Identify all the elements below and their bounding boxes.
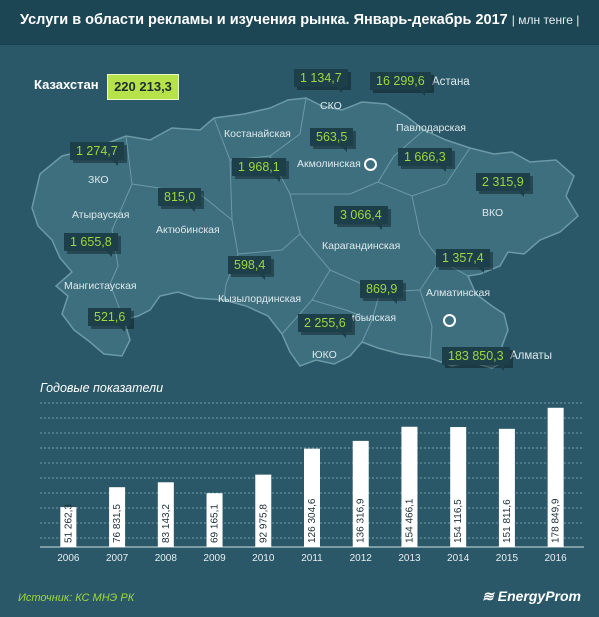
region-label-atyrau: Атырауская: [72, 209, 130, 221]
bar-2012: [352, 440, 369, 547]
region-value-vko: 2 315,9: [476, 173, 530, 197]
x-tick-label: 2012: [350, 553, 373, 564]
bar-value-label: 178 849,9: [551, 498, 562, 543]
bar-2014: [450, 427, 467, 547]
region-label-aktobe: Актюбинская: [156, 224, 220, 236]
region-value-yuko: 2 255,6: [298, 314, 352, 338]
region-value-karaganda: 3 066,4: [334, 206, 388, 230]
bar-value-label: 154 116,5: [453, 499, 464, 543]
map: ЗКО 1 274,7 Атырауская 1 655,8 Мангистау…: [0, 44, 599, 379]
x-tick-label: 2013: [398, 553, 421, 564]
x-tick-label: 2016: [545, 553, 568, 564]
region-value-zko: 1 274,7: [70, 142, 124, 166]
region-value-mangistau: 521,6: [88, 308, 132, 332]
bar-value-label: 154 466,1: [404, 498, 415, 543]
region-value-almaty-region: 1 357,4: [436, 249, 490, 273]
page-title: Услуги в области рекламы и изучения рынк…: [20, 12, 579, 28]
region-value-atyrau: 1 655,8: [64, 233, 118, 257]
region-label-kostanay: Костанайская: [224, 128, 291, 140]
bar-value-label: 136 316,9: [356, 498, 367, 543]
x-tick-label: 2007: [106, 553, 129, 564]
kazakhstan-label: Казахстан: [34, 77, 99, 92]
x-tick-label: 2011: [301, 553, 323, 564]
region-value-pavlodar: 1 666,3: [398, 148, 452, 172]
region-value-akmola: 563,5: [310, 128, 354, 152]
x-tick-label: 2010: [252, 553, 275, 564]
bar-2015: [498, 428, 515, 547]
title-text: Услуги в области рекламы и изучения рынк…: [20, 12, 508, 28]
almaty-city-marker-icon: [443, 314, 456, 327]
region-label-almaty: Алматы: [510, 350, 552, 362]
x-tick-label: 2008: [155, 553, 178, 564]
header: Услуги в области рекламы и изучения рынк…: [0, 0, 599, 45]
logo-mark-icon: ≋: [482, 588, 494, 604]
x-tick-label: 2009: [203, 553, 226, 564]
region-label-astana: Астана: [432, 76, 470, 88]
region-label-vko: ВКО: [482, 207, 504, 219]
bar-value-label: 69 165,1: [210, 504, 221, 543]
bar-2009: [206, 493, 223, 547]
region-value-astana: 16 299,6: [370, 72, 431, 96]
bar-value-label: 126 304,6: [307, 498, 318, 543]
region-label-karaganda: Карагандинская: [322, 240, 401, 252]
bar-2016: [547, 407, 564, 547]
bar-value-label: 92 975,8: [258, 504, 269, 543]
region-label-sko: СКО: [320, 100, 342, 112]
unit-label: | млн тенге |: [511, 13, 580, 27]
x-tick-label: 2015: [496, 553, 519, 564]
region-label-mangistau: Мангистауская: [64, 280, 137, 292]
annual-bar-chart: 51 262,3 2006 76 831,5 2007 83 143,2 2008 69 1…: [40, 402, 584, 564]
chart-title: Годовые показатели: [40, 381, 164, 395]
logo-text: EnergyProm: [497, 588, 581, 604]
bar-value-label: 76 831,5: [112, 504, 123, 543]
bar-2010: [255, 474, 272, 547]
bar-value-label: 151 811,6: [502, 499, 513, 543]
region-value-aktobe: 815,0: [158, 188, 202, 212]
bar-value-label: 83 143,2: [161, 504, 172, 543]
region-value-zhambyl: 869,9: [360, 280, 404, 304]
bar-2006: [60, 507, 77, 547]
region-label-zko: ЗКО: [88, 174, 109, 186]
region-label-kyzylorda: Кызылординская: [218, 293, 302, 305]
region-value-kostanay: 1 968,1: [232, 158, 286, 182]
region-label-pavlodar: Павлодарская: [396, 122, 466, 134]
region-value-sko: 1 134,7: [294, 69, 348, 93]
bar-2011: [304, 448, 320, 547]
x-tick-label: 2006: [57, 553, 80, 564]
region-value-kyzylorda: 598,4: [228, 256, 272, 280]
kazakhstan-total: 220 213,3: [107, 74, 179, 100]
energyprom-logo: ≋ EnergyProm: [482, 588, 581, 605]
bar-value-label: 51 262,3: [63, 504, 74, 543]
region-label-almaty-region: Алматинская: [426, 287, 491, 299]
region-label-akmola: Акмолинская: [297, 158, 361, 170]
astana-city-marker-icon: [364, 158, 377, 171]
source-note: Источник: КС МНЭ РК: [18, 592, 135, 604]
region-label-yuko: ЮКО: [312, 349, 337, 361]
region-value-almaty: 183 850,3: [442, 347, 510, 371]
x-tick-label: 2014: [447, 553, 470, 564]
bar-2007: [109, 487, 126, 547]
bar-2013: [401, 426, 418, 547]
bar-2008: [157, 482, 174, 547]
